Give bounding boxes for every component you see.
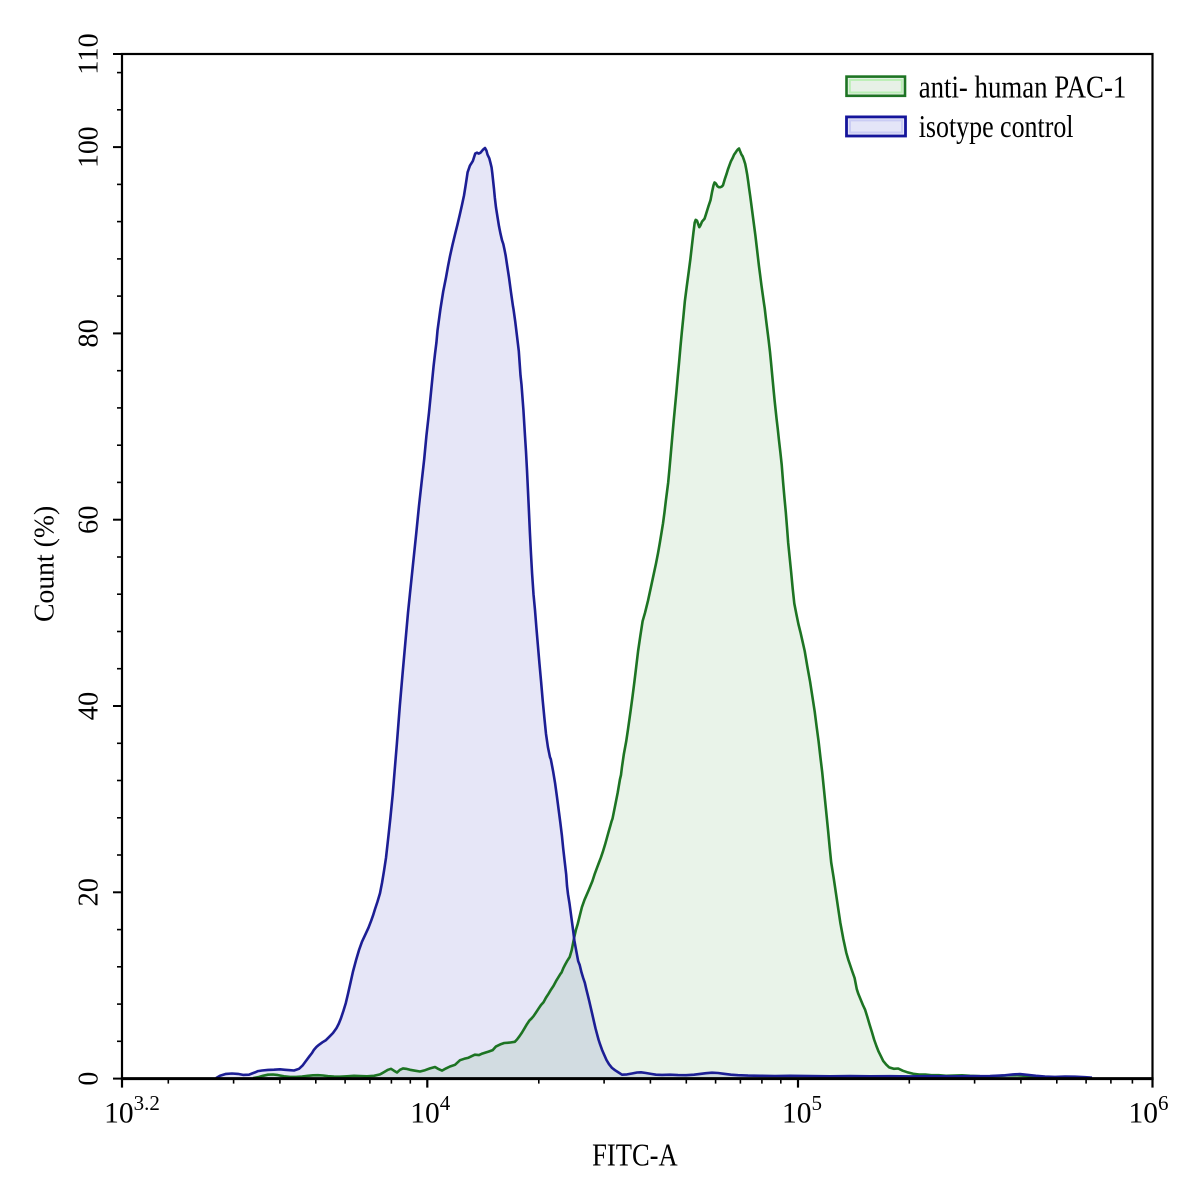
svg-text:105: 105: [782, 1091, 822, 1130]
svg-text:60: 60: [74, 505, 105, 534]
svg-text:100: 100: [74, 126, 105, 167]
svg-text:110: 110: [74, 33, 105, 75]
svg-text:anti- human PAC-1: anti- human PAC-1: [919, 69, 1127, 105]
svg-text:FITC-A: FITC-A: [592, 1137, 678, 1173]
svg-text:20: 20: [74, 878, 105, 907]
svg-text:0: 0: [74, 1072, 105, 1086]
svg-text:isotype control: isotype control: [919, 108, 1074, 144]
svg-text:Count (%): Count (%): [29, 506, 61, 622]
svg-text:40: 40: [74, 692, 105, 721]
svg-text:80: 80: [74, 319, 105, 348]
